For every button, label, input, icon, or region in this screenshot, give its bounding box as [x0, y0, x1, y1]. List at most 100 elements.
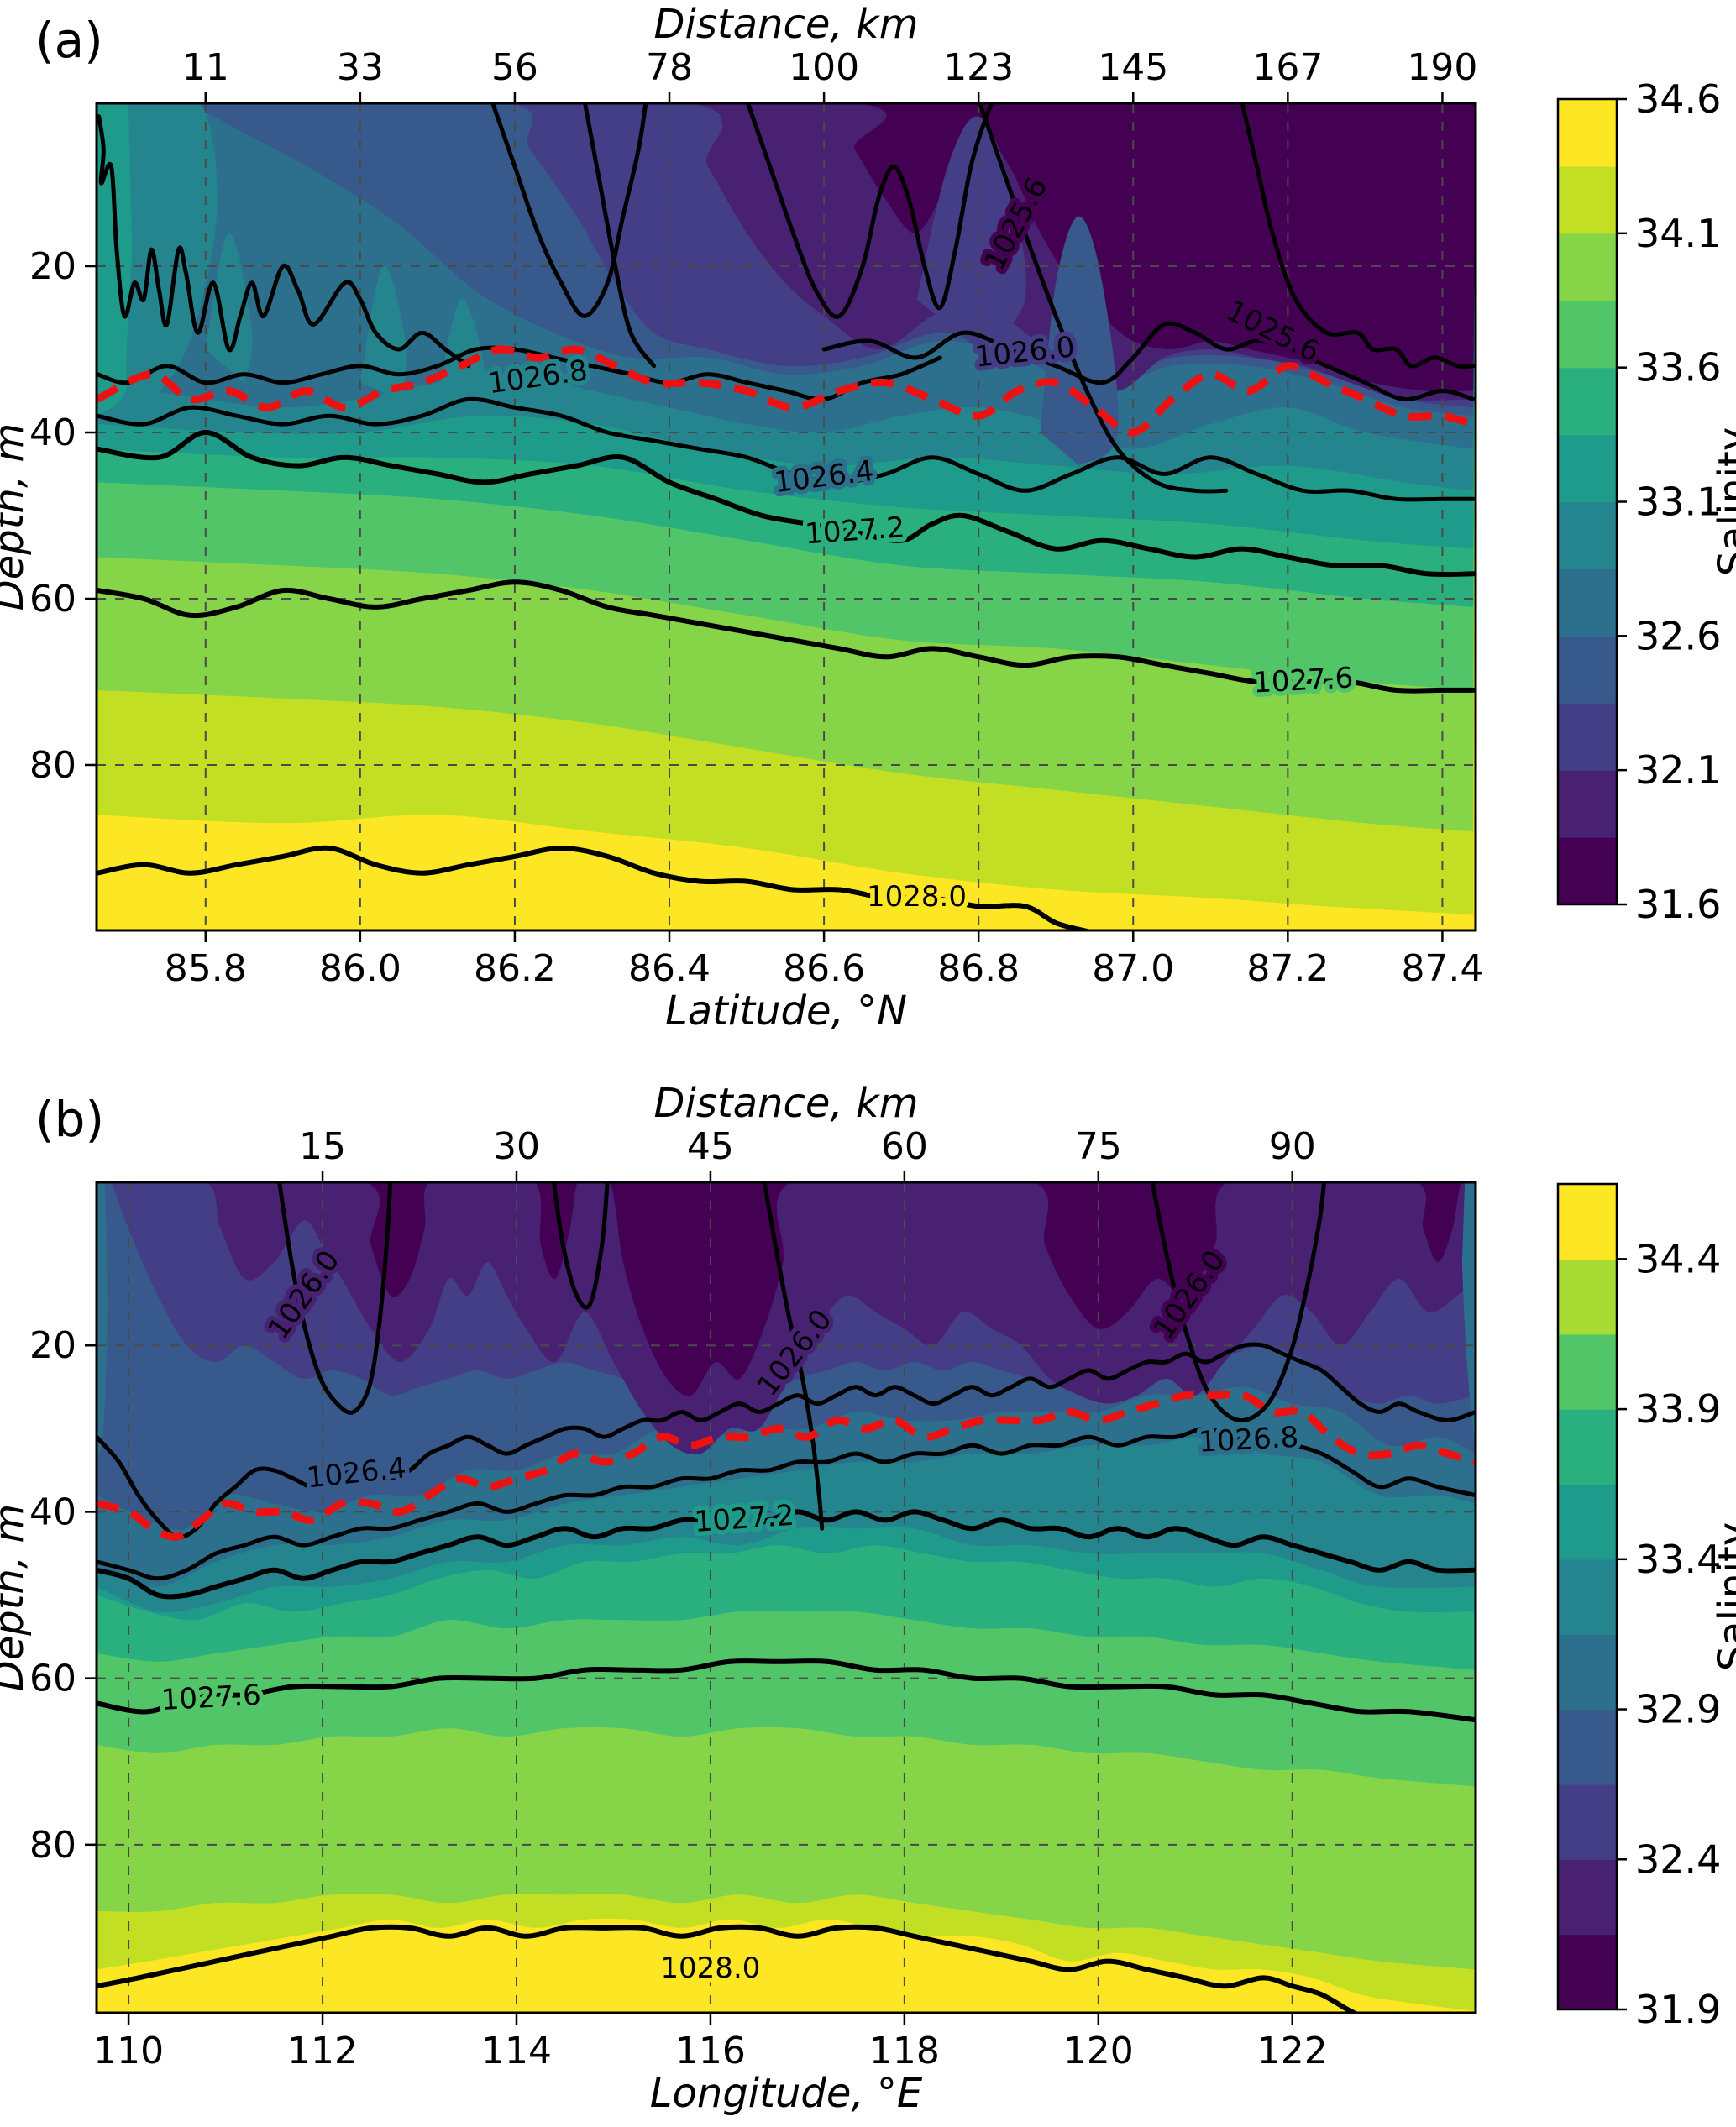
salinity-patch [126, 103, 218, 408]
contour-label-1027.2: 1027.2 [804, 511, 905, 551]
x-tick-label: 118 [869, 2030, 940, 2072]
colorbar-tick-label: 33.1 [1635, 479, 1721, 525]
salinity-patch [1461, 1182, 1476, 1437]
x-tick-label: 86.8 [937, 947, 1020, 990]
isopycnal-contour-1026.0 [1150, 1182, 1326, 1423]
distance-tick-label: 33 [337, 46, 384, 89]
salinity-band [854, 103, 1476, 392]
distance-tick-label: 75 [1075, 1125, 1122, 1168]
isopycnal-contour-1026.0 [277, 1182, 393, 1415]
isopycnal-contour-1025.6 [977, 103, 1229, 494]
distance-tick-label: 56 [491, 46, 538, 89]
colorbar-tick-label: 34.6 [1635, 76, 1721, 122]
panel-letter-a: (a) [35, 12, 103, 69]
y-axis-label-a: Depth, m [0, 423, 33, 610]
isopycnal-contour-1026.8 [97, 1426, 1476, 1581]
x-tick-label: 86.6 [783, 947, 865, 990]
colorbar-tick-label: 34.4 [1635, 1236, 1721, 1281]
salinity-patch [916, 116, 1026, 349]
x-tick-label: 87.0 [1092, 947, 1174, 990]
isopycnal-contour-unlabeled [745, 103, 995, 319]
mixed-layer-depth-line [97, 345, 1475, 437]
x-tick-label: 116 [675, 2030, 746, 2072]
distance-tick-label: 90 [1269, 1125, 1316, 1168]
distance-tick-label: 123 [943, 46, 1014, 89]
x-tick-label: 112 [287, 2030, 358, 2072]
isopycnal-contour-unlabeled [490, 103, 648, 318]
isopycnal-contour-1028.0 [97, 845, 1089, 930]
y-tick-label: 20 [29, 1324, 76, 1367]
colorbar-band [1558, 99, 1617, 167]
salinity-band [366, 1182, 1461, 1396]
colorbar-tick-label: 32.6 [1635, 613, 1721, 658]
colorbar-tick-label: 31.9 [1635, 1987, 1721, 2032]
salinity-patch [205, 233, 253, 383]
isopycnal-contour-unlabeled [582, 103, 657, 369]
colorbar-band [1558, 703, 1617, 771]
y-axis-label-b: Depth, m [0, 1504, 33, 1691]
colorbar-tick-label: 33.9 [1635, 1386, 1721, 1432]
x-tick-label: 85.8 [165, 947, 247, 990]
colorbar-tick-label: 33.4 [1635, 1537, 1721, 1582]
plot-frame [95, 102, 1477, 932]
colorbar-band [1558, 636, 1617, 704]
contour-label-1026.8: 1026.8 [1198, 1421, 1299, 1459]
isopycnal-contour-1027.2 [97, 430, 1476, 578]
colorbar-title-a: Salinity [1710, 427, 1736, 577]
isopycnal-contour-1025.6 [1240, 103, 1476, 369]
colorbar-tick-label: 34.1 [1635, 211, 1721, 256]
colorbar-band [1558, 1184, 1617, 1260]
contour-label-1027.2: 1027.2 [693, 1499, 795, 1539]
salinity-patch [97, 1182, 108, 1462]
isopycnal-contour-1027.6 [97, 1658, 1476, 1723]
isopycnal-contour-1028.0 [97, 1924, 1361, 2013]
x-tick-label: 86.2 [474, 947, 556, 990]
distance-tick-label: 78 [646, 46, 693, 89]
isopycnal-contour-unlabeled [551, 1182, 610, 1310]
y-tick-label: 20 [29, 245, 76, 288]
distance-tick-label: 11 [182, 46, 229, 89]
colorbar-band [1558, 568, 1617, 637]
distance-tick-label: 190 [1407, 46, 1477, 89]
colorbar-tick-label: 32.9 [1635, 1687, 1721, 1732]
y-tick-label: 60 [29, 578, 76, 621]
colorbar-tick-label: 31.6 [1635, 882, 1721, 927]
contour-label-1028.0: 1028.0 [867, 880, 967, 914]
isopycnal-contour-unlabeled [97, 114, 471, 369]
x-tick-label: 86.0 [319, 947, 401, 990]
colorbar-title-b: Salinity [1710, 1522, 1736, 1672]
isopycnal-contour-1026.0 [821, 321, 1476, 401]
y-tick-label: 60 [29, 1658, 76, 1700]
colorbar-band [1558, 1409, 1617, 1485]
mixed-layer-depth-line [97, 1390, 1476, 1541]
contour-label-1028.0: 1028.0 [660, 1951, 760, 1985]
colorbar-band [1558, 1333, 1617, 1410]
isopycnal-contour-1027.6 [97, 579, 1476, 694]
colorbar-band [1558, 233, 1617, 301]
x-axis-label-a: Latitude, °N [665, 988, 907, 1035]
y-tick-label: 40 [29, 411, 76, 454]
colorbar-band [1558, 1784, 1617, 1860]
contour-label-1027.6: 1027.6 [1252, 661, 1354, 699]
distance-tick-label: 60 [881, 1125, 928, 1168]
x-tick-label: 114 [481, 2030, 552, 2072]
colorbar-band [1558, 770, 1617, 838]
colorbar-tick-label: 32.1 [1635, 747, 1721, 793]
isopycnal-contour-1026.0 [762, 1182, 825, 1531]
isopycnal-contour-1026.4 [97, 396, 1476, 502]
panel-a-plot: 1026.81026.01026.41027.21027.61028.01025… [97, 103, 1476, 930]
x-tick-label: 110 [93, 2030, 164, 2072]
colorbar-b: 34.4 33.9 33.4 32.9 32.4 31.9 Salinity [1556, 1182, 1736, 2032]
colorbar-tick-label: 32.4 [1635, 1836, 1721, 1882]
isopycnal-contour-1026.4 [97, 1342, 1476, 1539]
colorbar-band [1558, 434, 1617, 503]
colorbar-band [1558, 1634, 1617, 1711]
colorbar-a: 34.6 34.1 33.6 33.1 32.6 32.1 31.6 Salinity [1556, 76, 1736, 927]
salinity-patch [1040, 216, 1119, 466]
distance-tick-label: 30 [493, 1125, 540, 1168]
colorbar-band [1558, 1859, 1617, 1936]
x-tick-label: 120 [1063, 2030, 1134, 2072]
distance-tick-label: 100 [789, 46, 859, 89]
plot-frame [95, 1181, 1477, 2014]
